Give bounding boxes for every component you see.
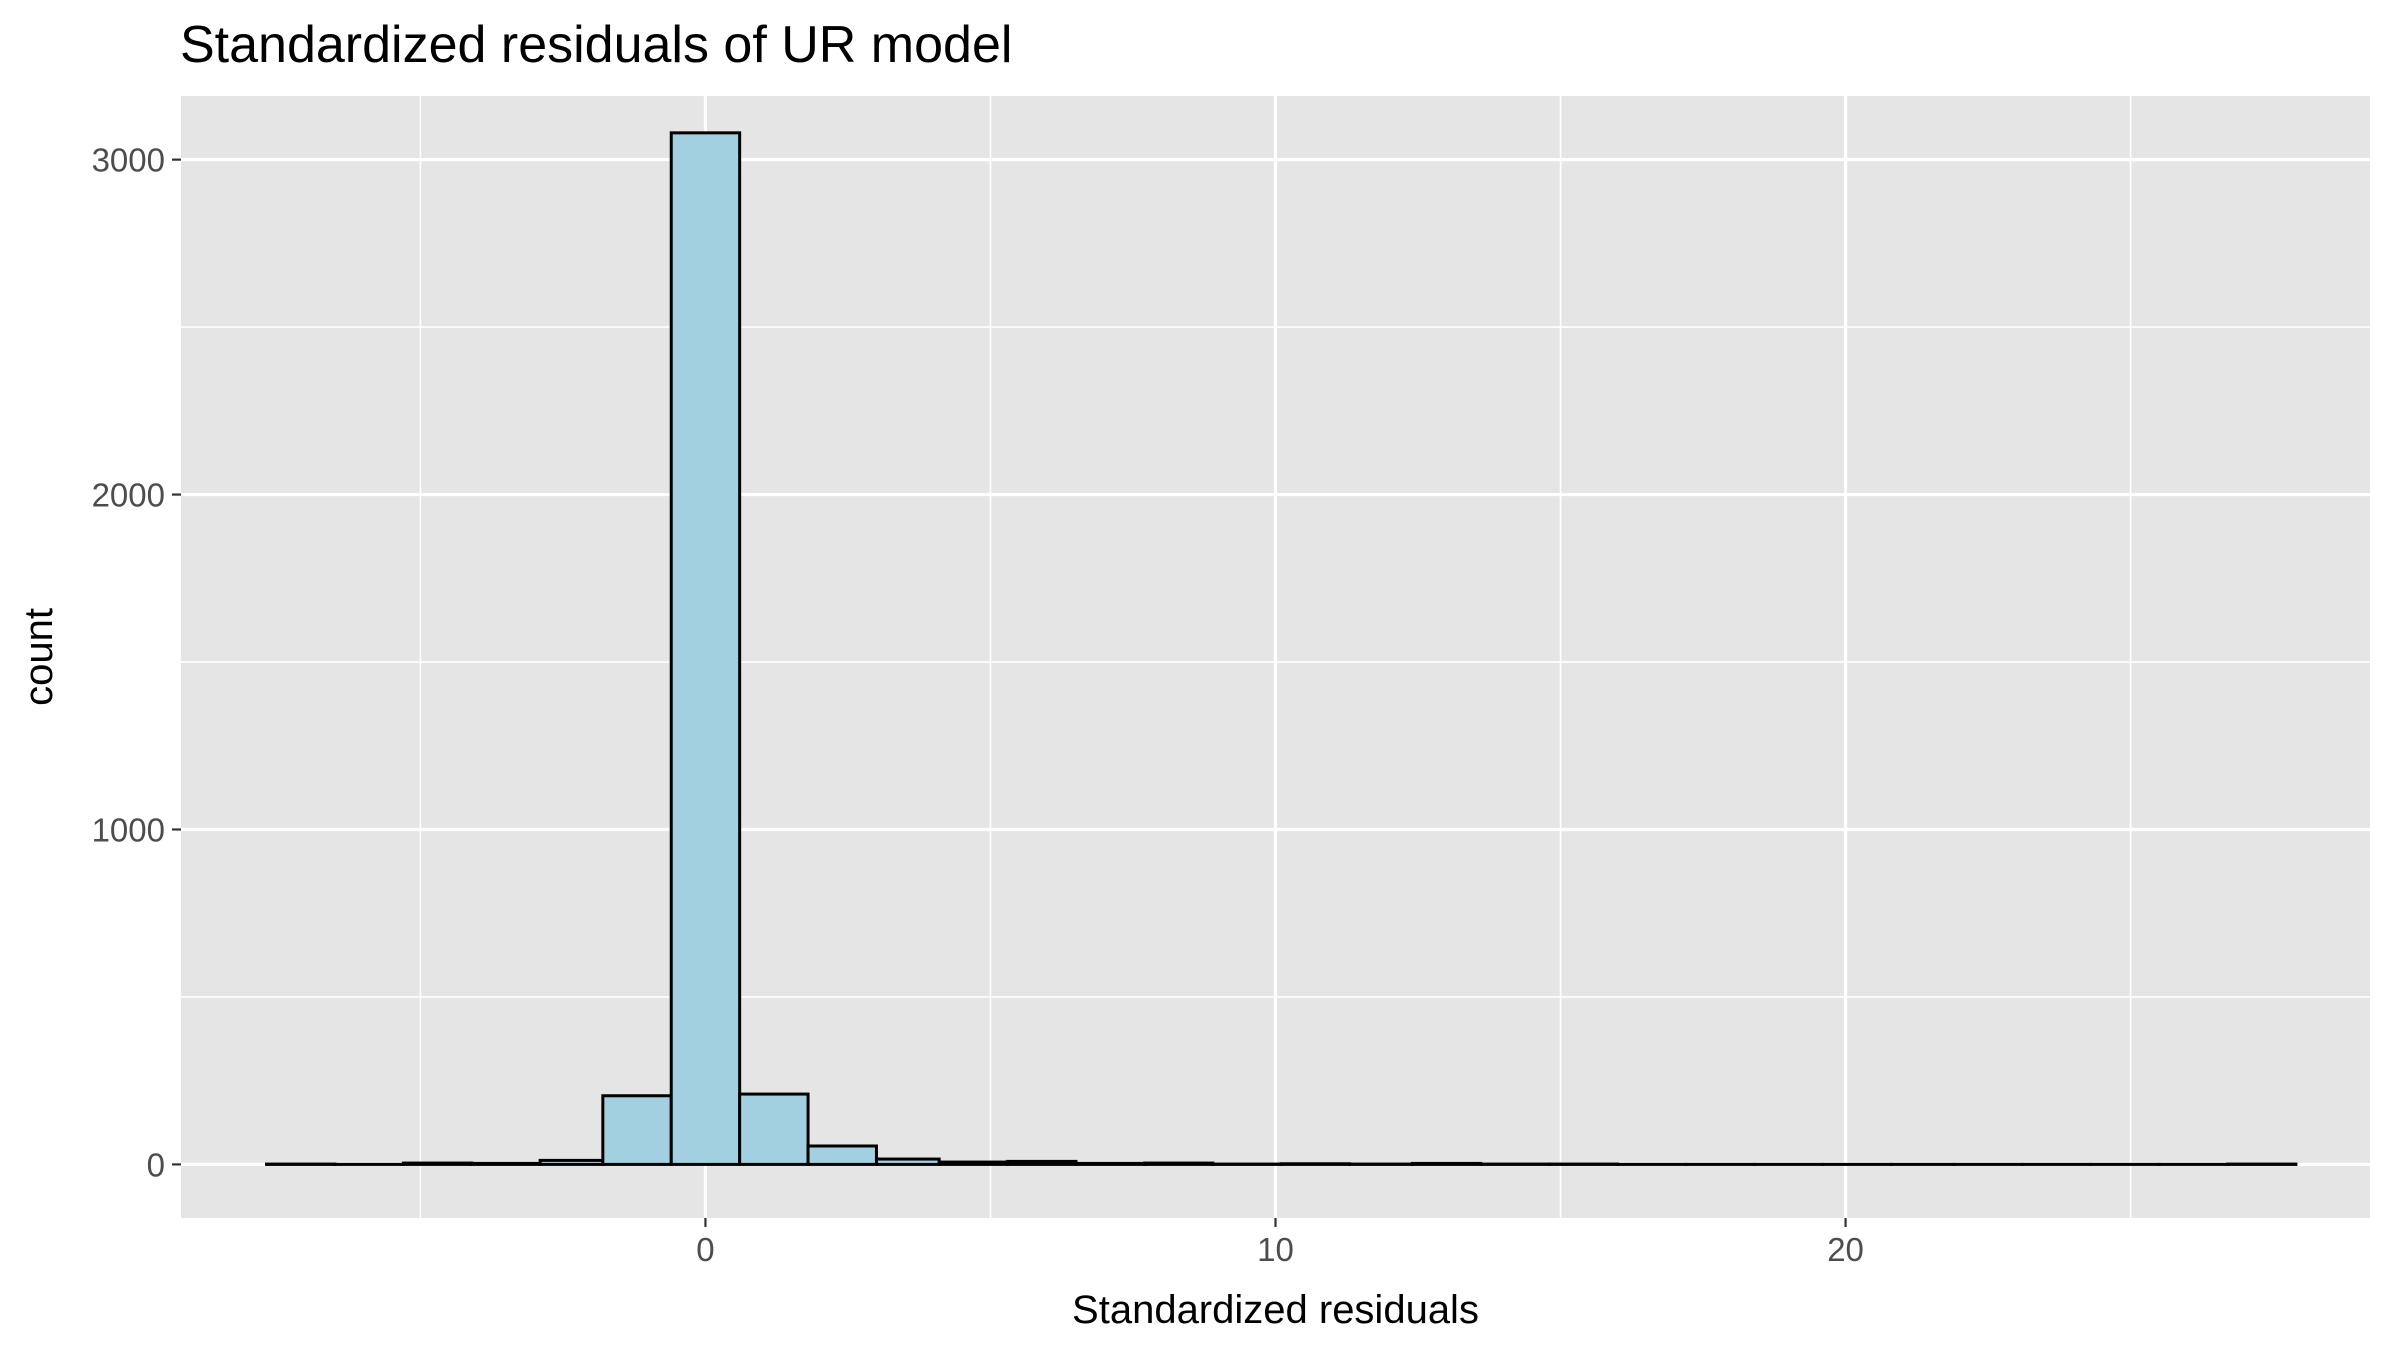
y-axis-title: count bbox=[17, 608, 61, 706]
x-axis: 0 10 20 bbox=[696, 1218, 1864, 1268]
y-tick-label: 2000 bbox=[92, 477, 165, 514]
x-tick-label: 20 bbox=[1827, 1231, 1864, 1268]
y-tick-label: 3000 bbox=[92, 142, 165, 179]
histogram-bar bbox=[806, 1144, 878, 1166]
histogram-bar bbox=[401, 1161, 474, 1166]
x-tick-label: 0 bbox=[696, 1231, 714, 1268]
histogram-bar bbox=[669, 131, 742, 1166]
chart-title: Standardized residuals of UR model bbox=[180, 16, 1012, 74]
histogram-bar bbox=[1006, 1159, 1078, 1166]
histogram-bar bbox=[1142, 1161, 1215, 1166]
histogram-bar bbox=[1279, 1162, 1352, 1166]
histogram-bar bbox=[470, 1161, 542, 1166]
x-axis-title: Standardized residuals bbox=[1072, 1288, 1479, 1332]
x-tick-label: 10 bbox=[1257, 1231, 1294, 1268]
histogram-bar bbox=[738, 1092, 810, 1166]
y-axis: 0 1000 2000 3000 bbox=[92, 142, 181, 1183]
histogram-bars bbox=[265, 131, 2298, 1166]
histogram-bar bbox=[538, 1158, 605, 1166]
histogram-bar bbox=[874, 1157, 941, 1166]
histogram-bar bbox=[601, 1094, 673, 1166]
histogram-bar bbox=[1410, 1161, 1483, 1166]
y-tick-label: 1000 bbox=[92, 811, 165, 848]
histogram-bar bbox=[937, 1160, 1010, 1166]
histogram-bar bbox=[1074, 1161, 1146, 1166]
y-tick-label: 0 bbox=[147, 1146, 165, 1183]
